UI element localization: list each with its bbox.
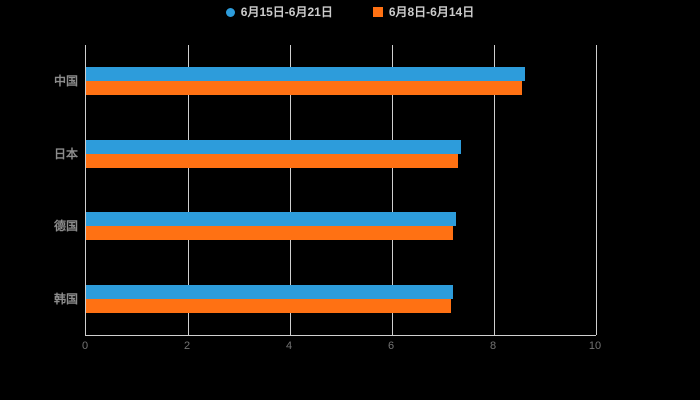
legend-label: 6月15日-6月21日: [240, 5, 333, 19]
x-tick-label-2: 2: [183, 340, 191, 352]
bar-series1-德国: [86, 226, 454, 241]
bar-series0-日本: [86, 139, 461, 154]
category-label-德国: 德国: [53, 219, 78, 234]
bar-series1-日本: [86, 153, 459, 168]
legend-marker-square-icon: [372, 7, 383, 17]
gridline: [290, 45, 291, 335]
bar-series1-中国: [86, 81, 523, 96]
category-label-中国: 中国: [53, 74, 78, 89]
category-label-日本: 日本: [53, 146, 78, 161]
bar-series1-韩国: [86, 298, 451, 313]
plot-area: [85, 45, 597, 336]
gridline: [188, 45, 189, 335]
x-tick-label-4: 4: [285, 340, 293, 352]
gridline: [494, 45, 495, 335]
bar-series0-德国: [86, 212, 456, 227]
x-tick-label-8: 8: [489, 340, 497, 352]
bar-series0-中国: [86, 67, 525, 82]
gridline: [596, 45, 597, 335]
gridline: [392, 45, 393, 335]
x-tick-label-0: 0: [81, 340, 89, 352]
legend-marker-circle-icon: [225, 7, 235, 17]
bar-series0-韩国: [86, 284, 454, 299]
x-tick-label-6: 6: [387, 340, 395, 352]
category-label-韩国: 韩国: [53, 291, 78, 306]
legend-item-0[interactable]: 6月15日-6月21日: [225, 5, 333, 19]
x-tick-label-10: 10: [588, 340, 602, 352]
legend-label: 6月8日-6月14日: [388, 5, 475, 19]
legend: 6月15日-6月21日 6月8日-6月14日: [0, 6, 700, 18]
legend-item-1[interactable]: 6月8日-6月14日: [372, 5, 475, 19]
